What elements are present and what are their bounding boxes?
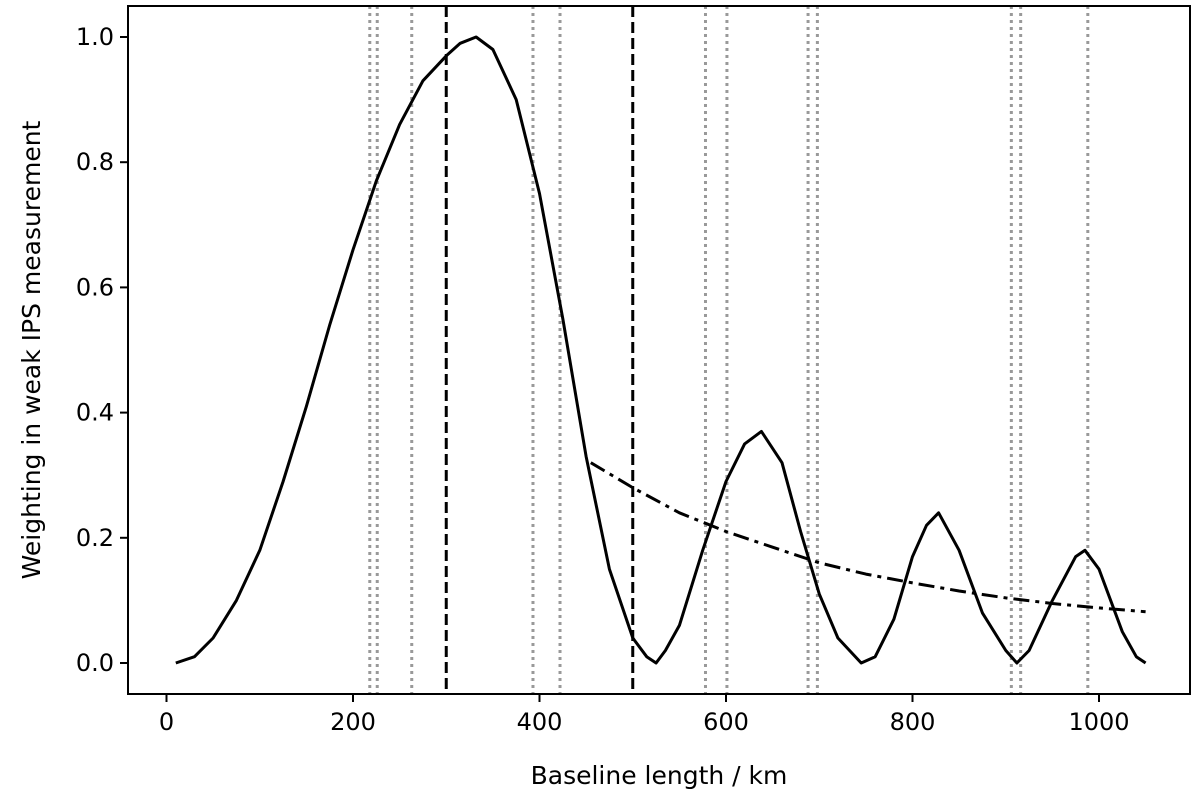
y-axis-ticks: 0.0 0.2 0.4 0.6 0.8 1.0 [76,23,128,677]
x-tick-label: 600 [703,708,749,736]
y-tick-label: 0.6 [76,273,114,301]
y-axis-label: Weighting in weak IPS measurement [17,120,46,579]
y-tick-label: 0.8 [76,148,114,176]
plot-frame [127,5,1191,695]
reference-lines [368,6,1090,694]
y-tick-label: 0.2 [76,524,114,552]
x-axis-label: Baseline length / km [531,761,788,790]
x-tick-label: 0 [159,708,174,736]
x-tick-label: 800 [890,708,936,736]
x-axis-ticks: 0 200 400 600 800 1000 [159,694,1130,736]
weighting-curve [175,35,1147,665]
series-layer [175,35,1147,665]
x-tick-label: 400 [517,708,563,736]
y-tick-label: 0.0 [76,649,114,677]
envelope-line [590,461,1146,614]
y-tick-label: 1.0 [76,23,114,51]
x-tick-label: 200 [330,708,376,736]
y-tick-label: 0.4 [76,399,114,427]
x-tick-label: 1000 [1068,708,1129,736]
